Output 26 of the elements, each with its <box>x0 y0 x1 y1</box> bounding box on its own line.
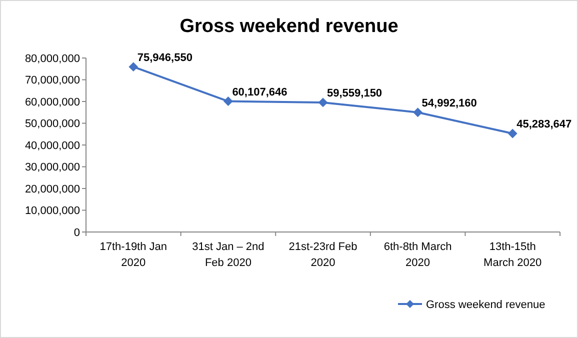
point <box>318 98 328 107</box>
data-label: 45,283,647 <box>516 118 572 131</box>
y-tick-label: 70,000,000 <box>24 74 80 87</box>
data-label: 75,946,550 <box>137 52 192 64</box>
chart-title: Gross weekend revenue <box>180 16 398 37</box>
data-label: 60,107,646 <box>232 86 288 98</box>
x-tick-label: 13th-15th March 2020 <box>484 241 542 269</box>
y-tick-label: 20,000,000 <box>24 183 80 196</box>
x-tick-label: 17th-19th Jan 2020 <box>100 241 168 269</box>
y-tick-label: 40,000,000 <box>24 140 80 152</box>
point <box>224 96 233 106</box>
x-tick-label: 21st-23rd Feb 2020 <box>288 241 358 269</box>
y-tick-label: 80,000,000 <box>24 52 80 65</box>
y-tick-label: 60,000,000 <box>24 96 80 108</box>
point <box>128 62 138 72</box>
y-tick-label: 10,000,000 <box>24 205 80 218</box>
legend-label: Gross weekend revenue <box>426 298 546 311</box>
x-tick-label: 31st Jan – 2nd Feb 2020 <box>192 241 264 269</box>
data-label: 54,992,160 <box>422 97 477 110</box>
point <box>508 129 518 138</box>
y-tick-label: 0 <box>74 226 80 239</box>
data-label: 59,559,150 <box>327 87 382 100</box>
point <box>413 108 422 117</box>
x-tick-label: 6th-8th March 2020 <box>384 241 452 269</box>
y-tick-label: 50,000,000 <box>24 118 80 130</box>
y-tick-label: 30,000,000 <box>24 162 80 174</box>
